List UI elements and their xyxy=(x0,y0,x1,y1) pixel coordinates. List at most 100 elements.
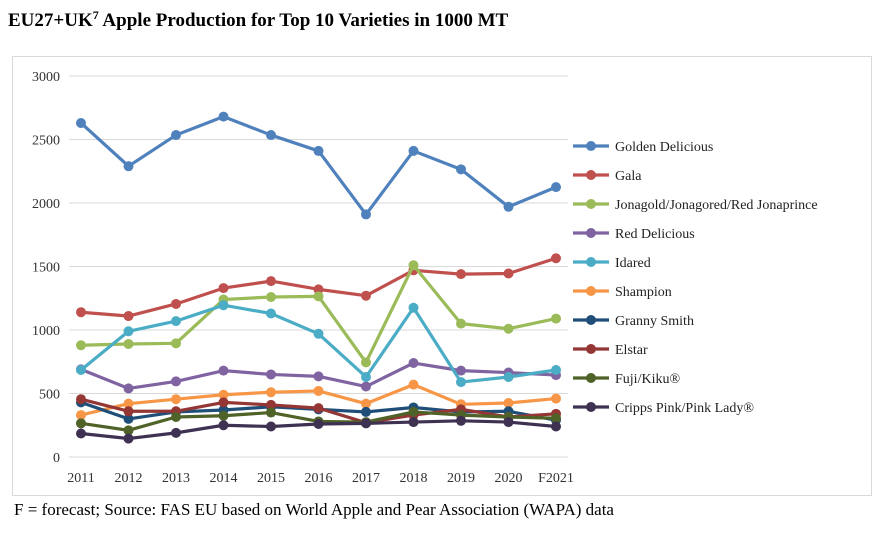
data-point xyxy=(361,381,371,392)
y-tick-label: 2500 xyxy=(32,134,60,149)
data-point xyxy=(408,406,419,417)
data-point xyxy=(266,308,276,319)
legend-item: Fuji/Kiku® xyxy=(573,372,680,387)
data-point xyxy=(76,394,86,405)
data-point xyxy=(551,393,561,404)
y-tick-label: 3000 xyxy=(32,70,60,85)
data-point xyxy=(408,145,419,156)
data-point xyxy=(456,318,466,329)
x-tick-label: 2015 xyxy=(257,471,285,486)
data-point xyxy=(551,313,561,324)
y-axis: 0 500 1000 1500 2000 2500 3000 xyxy=(32,70,60,466)
legend-label: Idared xyxy=(615,256,651,271)
data-point xyxy=(171,338,181,349)
series-2 xyxy=(76,260,561,368)
data-point xyxy=(456,269,466,280)
footnote: F = forecast; Source: FAS EU based on Wo… xyxy=(14,500,614,519)
data-point xyxy=(361,209,371,220)
data-point xyxy=(218,389,229,400)
chart-title: EU27+UK7 Apple Production for Top 10 Var… xyxy=(8,8,508,32)
legend: Golden Delicious Gala Jonagold/Jonagored/R… xyxy=(573,140,818,416)
legend-item: Red Delicious xyxy=(573,227,695,242)
legend-item: Idared xyxy=(573,256,651,271)
data-point xyxy=(266,399,276,410)
x-axis: 2011 2012 2013 2014 2015 2016 2017 2018 2019 2020… xyxy=(67,471,574,486)
legend-label: Elstar xyxy=(615,343,648,358)
data-point xyxy=(551,413,561,424)
legend-label: Gala xyxy=(615,169,642,184)
data-point xyxy=(456,415,466,426)
data-point xyxy=(408,417,419,428)
data-point xyxy=(313,418,324,429)
legend-item: Elstar xyxy=(573,343,648,358)
data-point xyxy=(266,369,276,380)
legend-marker xyxy=(586,286,596,296)
data-point xyxy=(503,371,514,382)
data-point xyxy=(76,410,86,421)
data-point xyxy=(313,284,324,295)
x-tick-label: 2013 xyxy=(162,471,190,486)
data-point xyxy=(266,276,276,287)
data-point xyxy=(313,328,324,339)
data-point xyxy=(171,298,181,309)
x-tick-label: 2017 xyxy=(352,471,380,486)
x-tick-label: 2016 xyxy=(305,471,333,486)
data-point xyxy=(218,365,229,376)
legend-item: Shampion xyxy=(573,285,672,300)
legend-item: Cripps Pink/Pink Lady® xyxy=(573,401,754,416)
data-point xyxy=(123,433,134,444)
data-point xyxy=(503,268,514,279)
legend-label: Jonagold/Jonagored/Red Jonaprince xyxy=(615,198,818,213)
y-tick-label: 1000 xyxy=(32,324,60,339)
data-point xyxy=(76,418,86,429)
data-point xyxy=(76,365,86,376)
data-point xyxy=(456,377,466,388)
legend-marker xyxy=(586,402,596,412)
x-tick-label: 2020 xyxy=(495,471,523,486)
data-point xyxy=(123,383,134,394)
y-tick-label: 0 xyxy=(53,451,60,466)
data-point xyxy=(551,182,561,193)
data-point xyxy=(218,300,229,311)
x-tick-label: 2011 xyxy=(67,471,94,486)
legend-label: Golden Delicious xyxy=(615,140,713,155)
data-point xyxy=(266,387,276,398)
x-tick-label: 2012 xyxy=(115,471,143,486)
data-point xyxy=(503,398,514,409)
chart-area: 0 500 1000 1500 2000 2500 3000 2011 2012 2013 201… xyxy=(12,56,872,496)
data-point xyxy=(551,253,561,264)
legend-label: Shampion xyxy=(615,285,672,300)
chart-title-superscript: 7 xyxy=(92,8,99,22)
data-point xyxy=(361,418,371,429)
data-point xyxy=(503,201,514,212)
data-point xyxy=(313,145,324,156)
data-point xyxy=(408,260,419,271)
data-point xyxy=(123,413,134,424)
data-point xyxy=(408,302,419,313)
gridlines xyxy=(69,75,568,458)
chart-title-rest: Apple Production for Top 10 Varieties in… xyxy=(98,10,509,31)
legend-marker xyxy=(586,228,596,238)
y-tick-label: 500 xyxy=(39,388,60,403)
series-4 xyxy=(76,300,561,388)
data-point xyxy=(408,358,419,369)
data-point xyxy=(266,291,276,302)
legend-label: Red Delicious xyxy=(615,227,695,242)
data-point xyxy=(551,365,561,376)
y-tick-label: 1500 xyxy=(32,261,60,276)
data-point xyxy=(313,291,324,302)
data-point xyxy=(171,130,181,141)
line-chart: 0 500 1000 1500 2000 2500 3000 2011 2012 2013 201… xyxy=(32,70,818,486)
legend-marker xyxy=(586,257,596,267)
data-point xyxy=(218,111,229,122)
data-point xyxy=(123,326,134,337)
x-tick-label: 2014 xyxy=(210,471,238,486)
legend-item: Granny Smith xyxy=(573,314,694,329)
legend-marker xyxy=(586,373,596,383)
legend-marker xyxy=(586,199,596,209)
data-point xyxy=(266,421,276,432)
data-point xyxy=(266,407,276,418)
y-tick-label: 2000 xyxy=(32,197,60,212)
data-point xyxy=(361,357,371,368)
data-point xyxy=(76,117,86,128)
